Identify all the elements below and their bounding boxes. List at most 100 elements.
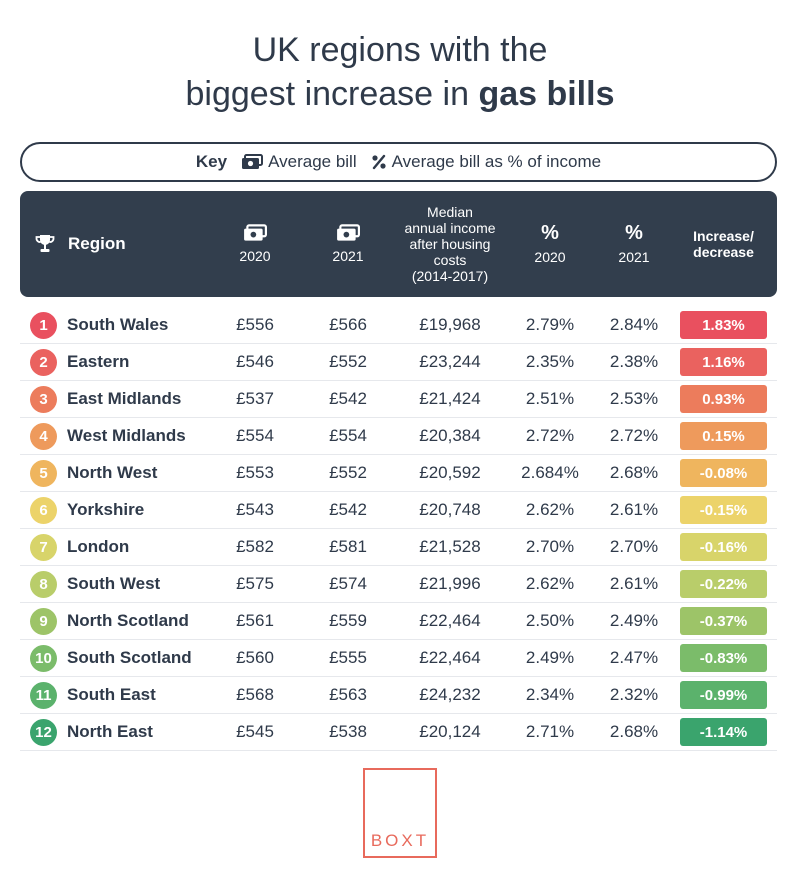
table-row: 2 Eastern £546 £552 £23,244 2.35% 2.38% 1.16% <box>20 344 777 381</box>
key-percent-income-label: Average bill as % of income <box>391 152 602 171</box>
change-pill: -0.16% <box>680 533 767 561</box>
cell-bill-2021: £538 <box>329 722 367 741</box>
logo-text: BOXT <box>370 831 430 850</box>
cell-pct-2021: 2.61% <box>609 574 659 593</box>
change-pill: -1.14% <box>680 718 767 746</box>
header-region-label: Region <box>68 234 126 253</box>
cell-pct-2021: 2.68% <box>609 722 659 741</box>
page-title: UK regions with the biggest increase in … <box>0 28 800 116</box>
cell-bill-2021: £574 <box>329 574 367 593</box>
cell-pct-2020: 2.34% <box>525 685 575 704</box>
cell-income: £23,244 <box>419 352 481 371</box>
change-pill: -0.83% <box>680 644 767 672</box>
key-percent-income: Average bill as % of income <box>371 152 601 172</box>
title-line-1: UK regions with the <box>252 31 548 69</box>
banknote-icon <box>242 154 264 169</box>
change-pill: 1.16% <box>680 348 767 376</box>
cell-bill-2021: £542 <box>329 389 367 408</box>
header-income-line: Median <box>427 204 473 220</box>
cell-income: £21,996 <box>419 574 481 593</box>
cell-pct-2020: 2.35% <box>525 352 575 371</box>
header-income-line: costs <box>433 252 467 268</box>
cell-bill-2020: £543 <box>236 500 274 519</box>
region-name: South West <box>67 574 161 593</box>
header-income-line: annual income <box>404 220 496 236</box>
cell-pct-2020: 2.62% <box>525 500 575 519</box>
cell-pct-2021: 2.38% <box>609 352 659 371</box>
title-line-2: biggest increase in gas bills <box>0 72 800 116</box>
cell-income: £24,232 <box>419 685 481 704</box>
header-bill-2021: 2021 <box>318 191 378 297</box>
rank-badge: 12 <box>30 719 57 746</box>
cell-income: £22,464 <box>419 611 481 630</box>
percent-icon <box>372 154 386 170</box>
rank-badge: 5 <box>30 460 57 487</box>
cell-bill-2021: £563 <box>329 685 367 704</box>
table-row: 3 East Midlands £537 £542 £21,424 2.51% 2.53% 0… <box>20 381 777 418</box>
banknote-icon <box>244 224 267 241</box>
change-pill: -0.22% <box>680 570 767 598</box>
header-pct-2021-label: 2021 <box>618 249 650 265</box>
cell-bill-2020: £554 <box>236 426 274 445</box>
header-pct-2020: % 2020 <box>520 191 580 297</box>
table-row: 6 Yorkshire £543 £542 £20,748 2.62% 2.61% -0.15… <box>20 492 777 529</box>
key-label: Key <box>195 152 228 171</box>
header-region: Region <box>34 191 126 297</box>
cell-pct-2021: 2.72% <box>609 426 659 445</box>
cell-pct-2021: 2.49% <box>609 611 659 630</box>
region-name: Eastern <box>67 352 130 371</box>
table-row: 4 West Midlands £554 £554 £20,384 2.72% 2.72% 0… <box>20 418 777 455</box>
legend-key: Key Average bill Average bill as % of in… <box>20 142 777 182</box>
cell-income: £19,968 <box>419 315 481 334</box>
rank-badge: 2 <box>30 349 57 376</box>
header-bill-2021-label: 2021 <box>332 248 364 264</box>
header-change: Increase/ decrease <box>680 191 767 297</box>
rank-badge: 8 <box>30 571 57 598</box>
cell-pct-2020: 2.72% <box>525 426 575 445</box>
change-pill: -0.15% <box>680 496 767 524</box>
header-change-line: decrease <box>693 244 754 260</box>
header-pct-2021: % 2021 <box>604 191 664 297</box>
table-row: 9 North Scotland £561 £559 £22,464 2.50% 2.49%… <box>20 603 777 640</box>
cell-bill-2020: £545 <box>236 722 274 741</box>
cell-pct-2020: 2.51% <box>525 389 575 408</box>
cell-bill-2021: £542 <box>329 500 367 519</box>
cell-bill-2021: £552 <box>329 352 367 371</box>
region-name: South Scotland <box>67 648 192 667</box>
table-row: 10 South Scotland £560 £555 £22,464 2.49% 2.47… <box>20 640 777 677</box>
rank-badge: 11 <box>30 682 57 709</box>
cell-income: £21,528 <box>419 537 481 556</box>
region-name: North West <box>67 463 158 482</box>
cell-bill-2020: £568 <box>236 685 274 704</box>
header-income-line: after housing <box>409 236 491 252</box>
cell-income: £20,748 <box>419 500 481 519</box>
change-pill: 0.15% <box>680 422 767 450</box>
cell-bill-2020: £560 <box>236 648 274 667</box>
cell-pct-2020: 2.49% <box>525 648 575 667</box>
cell-pct-2021: 2.32% <box>609 685 659 704</box>
header-pct-2020-label: 2020 <box>534 249 566 265</box>
rank-badge: 4 <box>30 423 57 450</box>
cell-pct-2020: 2.70% <box>525 537 575 556</box>
header-income-line: (2014-2017) <box>411 268 489 284</box>
title-line-2-plain: biggest increase in <box>185 75 479 113</box>
header-bill-2020-label: 2020 <box>239 248 271 264</box>
change-pill: -0.99% <box>680 681 767 709</box>
region-name: East Midlands <box>67 389 182 408</box>
cell-pct-2021: 2.47% <box>609 648 659 667</box>
cell-pct-2021: 2.68% <box>609 463 659 482</box>
boxt-logo: BOXT <box>363 768 437 858</box>
header-bill-2020: 2020 <box>225 191 285 297</box>
key-average-bill: Average bill <box>241 152 357 172</box>
table-row: 5 North West £553 £552 £20,592 2.684% 2.68% -0.… <box>20 455 777 492</box>
table-row: 1 South Wales £556 £566 £19,968 2.79% 2.84% 1.8… <box>20 307 777 344</box>
change-pill: -0.37% <box>680 607 767 635</box>
region-name: London <box>67 537 130 556</box>
cell-bill-2021: £552 <box>329 463 367 482</box>
cell-bill-2020: £546 <box>236 352 274 371</box>
cell-bill-2020: £537 <box>236 389 274 408</box>
region-name: South East <box>67 685 156 704</box>
key-average-bill-label: Average bill <box>268 152 357 171</box>
trophy-icon <box>35 235 55 252</box>
percent-icon: % <box>625 222 643 244</box>
